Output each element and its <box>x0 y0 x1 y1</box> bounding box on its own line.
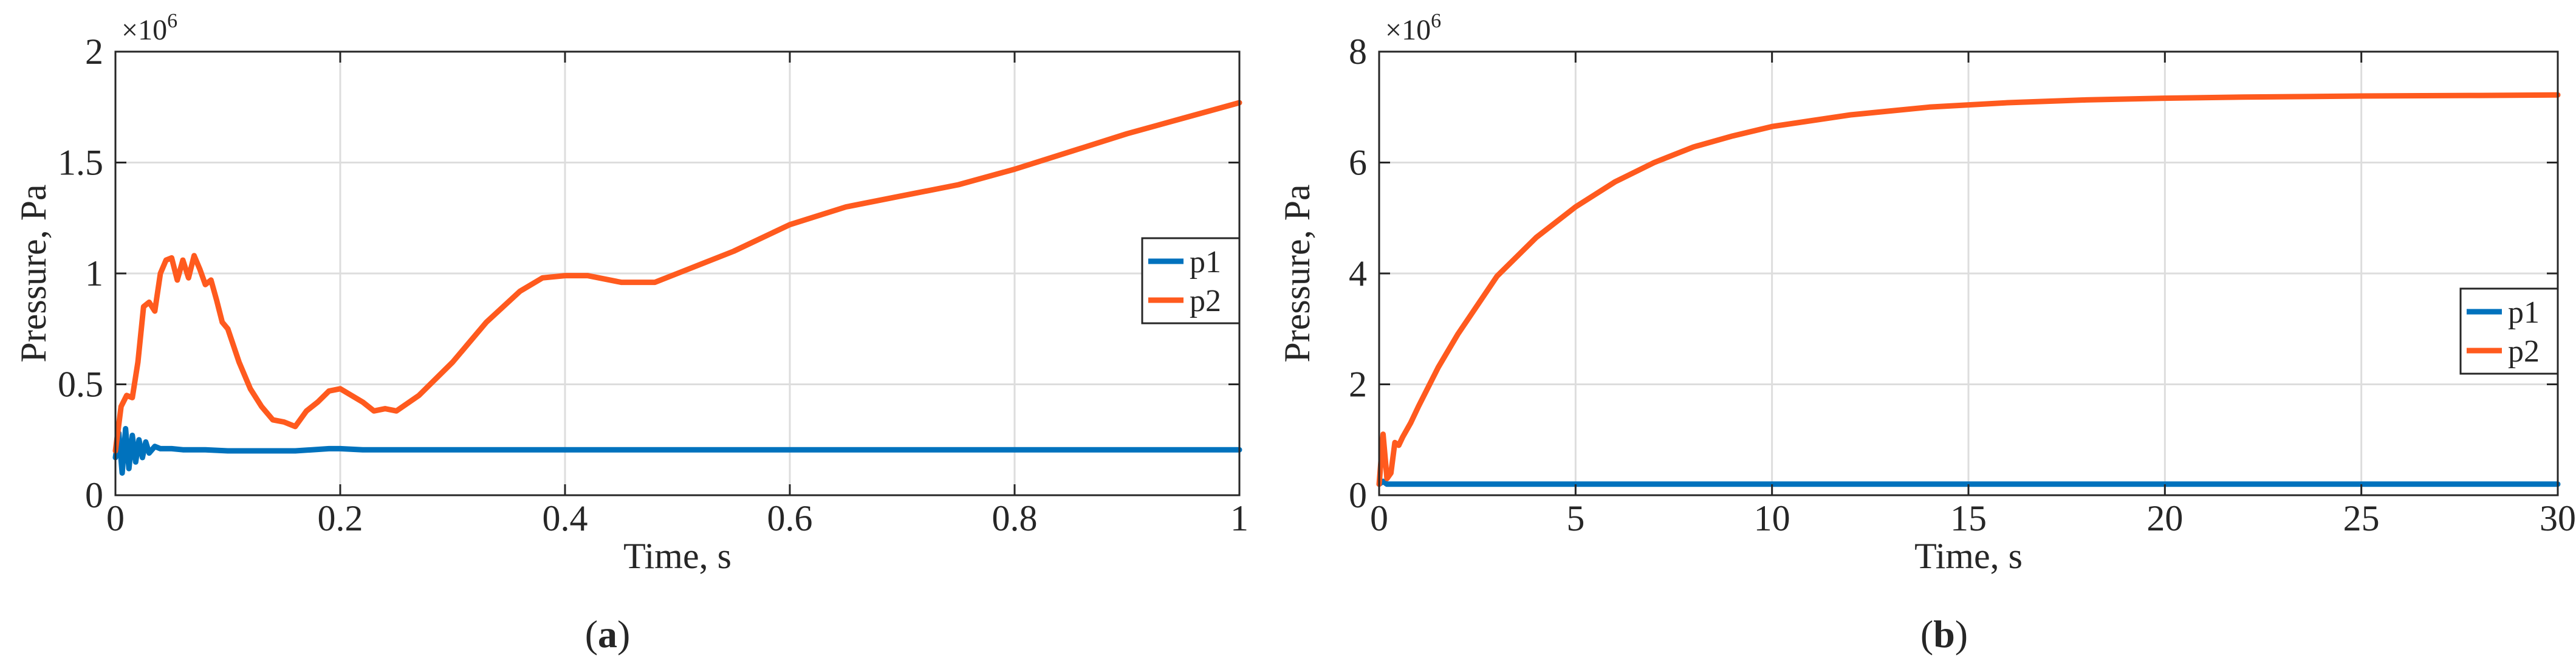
panel-a-chart: 0 0.2 0.4 0.6 0.8 1 0 0.5 1 1.5 2 ×106 Time, s Pressu… <box>13 10 1249 656</box>
x-tick-label: 10 <box>1754 498 1790 538</box>
x-tick-label: 20 <box>2146 498 2183 538</box>
y-axis-label: Pressure, Pa <box>1277 184 1317 362</box>
y-tick-label: 0 <box>1349 475 1367 515</box>
legend-label-p2: p2 <box>1190 284 1221 318</box>
y-exponent-label: ×106 <box>122 10 177 46</box>
x-tick-label: 0.8 <box>992 498 1038 538</box>
legend-label-p1: p1 <box>2508 295 2540 330</box>
x-tick-label: 15 <box>1950 498 1987 538</box>
legend-box <box>2459 287 2559 375</box>
legend-label-p2: p2 <box>2508 334 2540 369</box>
series-line-p2 <box>1376 92 2561 487</box>
x-tick-label: 0.2 <box>318 498 363 538</box>
x-tick-label: 0.4 <box>543 498 588 538</box>
x-tick-label: 1 <box>1230 498 1249 538</box>
y-tick-label: 8 <box>1349 32 1367 72</box>
y-exponent-label: ×106 <box>1385 10 1441 46</box>
x-tick-label: 0 <box>106 498 125 538</box>
legend-box <box>1141 237 1241 324</box>
panel-label: (b) <box>1920 612 1968 656</box>
panel-b-chart: 0 5 10 15 20 25 30 0 2 4 6 8 ×106 Time, s Pressure, Pa… <box>1277 10 2576 656</box>
y-axis-label: Pressure, Pa <box>13 184 53 362</box>
y-tick-label: 0.5 <box>58 365 103 405</box>
series-line-p1 <box>1376 478 2561 487</box>
y-tick-label: 0 <box>85 475 103 515</box>
y-tick-label: 2 <box>85 32 103 72</box>
x-axis-label: Time, s <box>1914 536 2023 576</box>
y-tick-label: 1 <box>85 253 103 293</box>
x-tick-label: 0 <box>1370 498 1388 538</box>
x-axis-label: Time, s <box>623 536 731 576</box>
x-tick-label: 25 <box>2343 498 2380 538</box>
y-tick-label: 4 <box>1349 253 1367 293</box>
y-tick-label: 6 <box>1349 143 1367 183</box>
y-tick-label: 2 <box>1349 365 1367 405</box>
x-tick-label: 30 <box>2540 498 2576 538</box>
y-tick-label: 1.5 <box>58 143 103 183</box>
x-tick-label: 5 <box>1566 498 1584 538</box>
series-line-p1 <box>112 426 1242 476</box>
series-line-p2 <box>112 100 1242 454</box>
x-tick-label: 0.6 <box>767 498 813 538</box>
legend-label-p1: p1 <box>1190 245 1221 280</box>
panel-label: (a) <box>585 612 631 656</box>
